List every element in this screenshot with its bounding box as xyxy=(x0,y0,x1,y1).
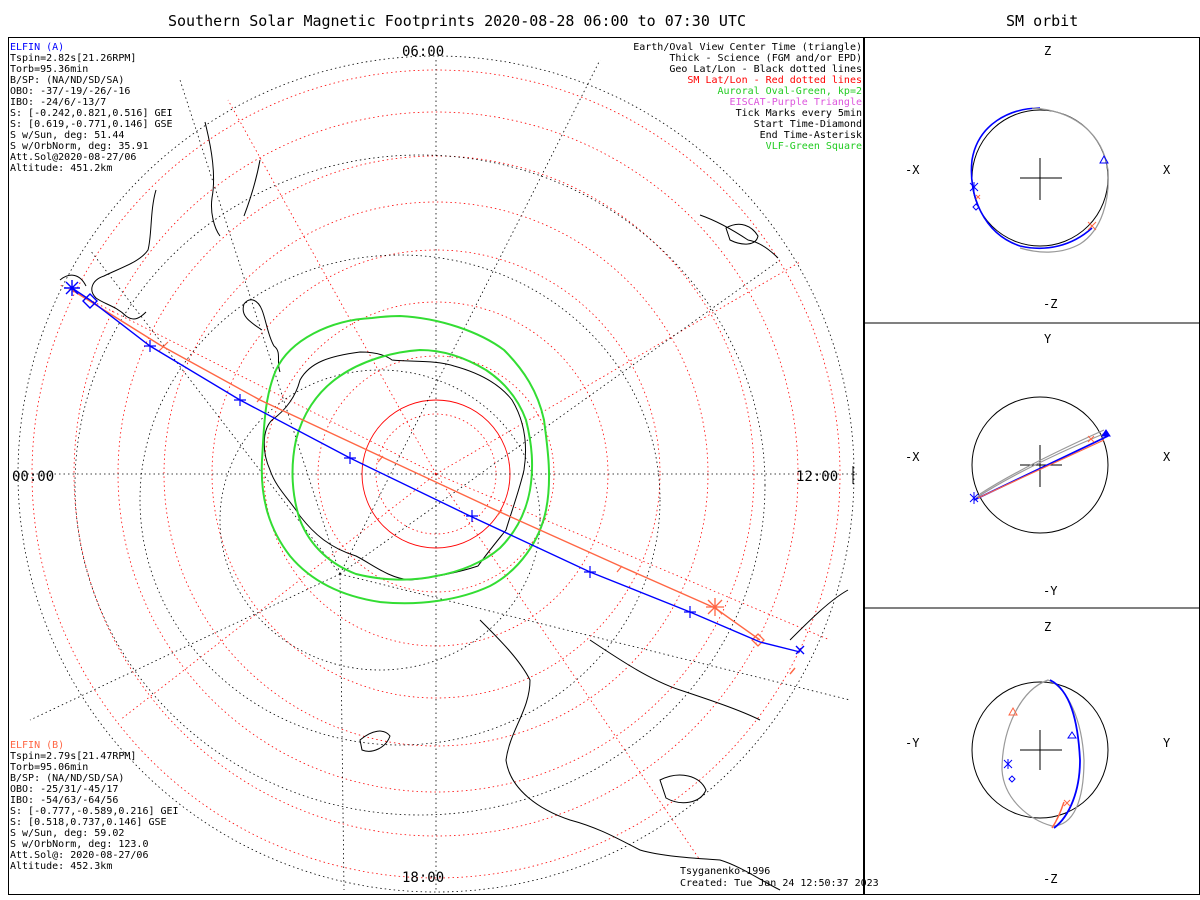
panel2-bottom-label: -Y xyxy=(1043,584,1058,598)
mlt-label-top: 06:00 xyxy=(402,44,445,60)
panel1-right-label: X xyxy=(1163,163,1171,177)
elfin-a-line: IBO: -24/6/-13/7 xyxy=(10,97,107,108)
panel1-top-label: Z xyxy=(1044,44,1052,58)
panel2-left-label: -X xyxy=(905,450,920,464)
panel3-right-label: Y xyxy=(1163,736,1171,750)
elfin-a-line: Tspin=2.82s[21.26RPM] xyxy=(10,53,137,64)
panel1-left-label: -X xyxy=(905,163,920,177)
sm-orbit-title: SM orbit xyxy=(1006,12,1079,30)
panel2-right-label: X xyxy=(1163,450,1171,464)
page-title: Southern Solar Magnetic Footprints 2020-… xyxy=(168,12,746,30)
elfin-b-end-asterisk xyxy=(706,598,724,616)
elfin-b-line: Altitude: 452.3km xyxy=(10,861,113,872)
elfin-b-line: Att.Sol@: 2020-08-27/06 xyxy=(10,850,149,861)
elfin-a-line: Torb=95.36min xyxy=(10,64,89,75)
auroral-oval xyxy=(260,314,551,605)
elfin-b-line: IBO: -54/63/-64/56 xyxy=(10,795,119,806)
mlt-label-right: 12:00 xyxy=(796,469,839,485)
coastlines xyxy=(59,121,849,891)
elfin-a-line: B/SP: (NA/ND/SD/SA) xyxy=(10,75,125,86)
footprint-map-frame xyxy=(8,37,864,895)
elfin-a-line: OBO: -37/-19/-26/-16 xyxy=(10,86,131,97)
elfin-b-line: OBO: -25/31/-45/17 xyxy=(10,784,119,795)
elfin-a-end-asterisk xyxy=(64,280,80,296)
legend-entry: Tick Marks every 5min xyxy=(735,108,862,119)
legend-entry: SM Lat/Lon - Red dotted lines xyxy=(687,75,862,86)
elfin-a-footprint-track xyxy=(64,280,805,655)
elfin-a-line: Att.Sol@2020-08-27/06 xyxy=(10,152,137,163)
legend-entry: Earth/Oval View Center Time (triangle) xyxy=(633,42,862,53)
mlt-label-left: 00:00 xyxy=(12,469,55,485)
elfin-a-line: S: [-0.242,0.821,0.516] GEI xyxy=(10,108,173,119)
elfin-a-heading: ELFIN (A) xyxy=(10,42,65,53)
elfin-b-line: Tspin=2.79s[21.47RPM] xyxy=(10,751,137,762)
orbit-panel-yz xyxy=(971,679,1109,829)
panel1-bottom-label: -Z xyxy=(1043,297,1058,311)
elfin-a-line: S w/OrbNorm, deg: 35.91 xyxy=(10,141,149,152)
panel3-left-label: -Y xyxy=(905,736,920,750)
legend-entry: Auroral Oval-Green, kp=2 xyxy=(717,86,863,97)
elfin-b-line: S: [0.518,0.737,0.146] GSE xyxy=(10,817,167,828)
elfin-b-heading: ELFIN (B) xyxy=(10,740,65,751)
legend-entry: End Time-Asterisk xyxy=(759,130,862,141)
elfin-b-info: ELFIN (B) Tspin=2.79s[21.47RPM] Torb=95.06… xyxy=(10,740,179,872)
elfin-a-line: S w/Sun, deg: 51.44 xyxy=(10,130,125,141)
legend-entry: VLF-Green Square xyxy=(765,141,862,152)
orbit-panel-xz xyxy=(864,107,1200,324)
created-timestamp: Created: Tue Jan 24 12:50:37 2023 xyxy=(680,878,879,889)
map-legend: Earth/Oval View Center Time (triangle) Th… xyxy=(633,42,862,152)
geo-lat-lon-grid xyxy=(14,55,858,893)
elfin-b-line: S: [-0.777,-0.589,0.216] GEI xyxy=(10,806,179,817)
panel2-top-label: Y xyxy=(1044,332,1052,346)
legend-entry: Start Time-Diamond xyxy=(753,119,862,130)
elfin-b-line: S w/Sun, deg: 59.02 xyxy=(10,828,125,839)
elfin-b-line: S w/OrbNorm, deg: 123.0 xyxy=(10,839,149,850)
panel3-bottom-label: -Z xyxy=(1043,872,1058,886)
model-credit: Tsyganenko-1996 xyxy=(680,866,771,877)
elfin-b-line: Torb=95.06min xyxy=(10,762,89,773)
elfin-b-start-diamond xyxy=(751,633,765,647)
elfin-a-line: S: [0.619,-0.771,0.146] GSE xyxy=(10,119,173,130)
elfin-a-line: Altitude: 451.2km xyxy=(10,163,113,174)
panel3-top-label: Z xyxy=(1044,620,1052,634)
legend-entry: EISCAT-Purple Triangle xyxy=(729,97,862,108)
legend-entry: Thick - Science (FGM and/or EPD) xyxy=(669,53,862,64)
mlt-label-bottom: 18:00 xyxy=(402,870,445,886)
elfin-b-line: B/SP: (NA/ND/SD/SA) xyxy=(10,773,125,784)
elfin-a-info: ELFIN (A) Tspin=2.82s[21.26RPM] Torb=95.36… xyxy=(10,42,173,174)
elfin-b-footprint-track xyxy=(71,289,796,675)
legend-entry: Geo Lat/Lon - Black dotted lines xyxy=(669,64,862,75)
elfin-a-start-diamond xyxy=(82,293,98,309)
orbit-panel-xy xyxy=(864,396,1200,609)
